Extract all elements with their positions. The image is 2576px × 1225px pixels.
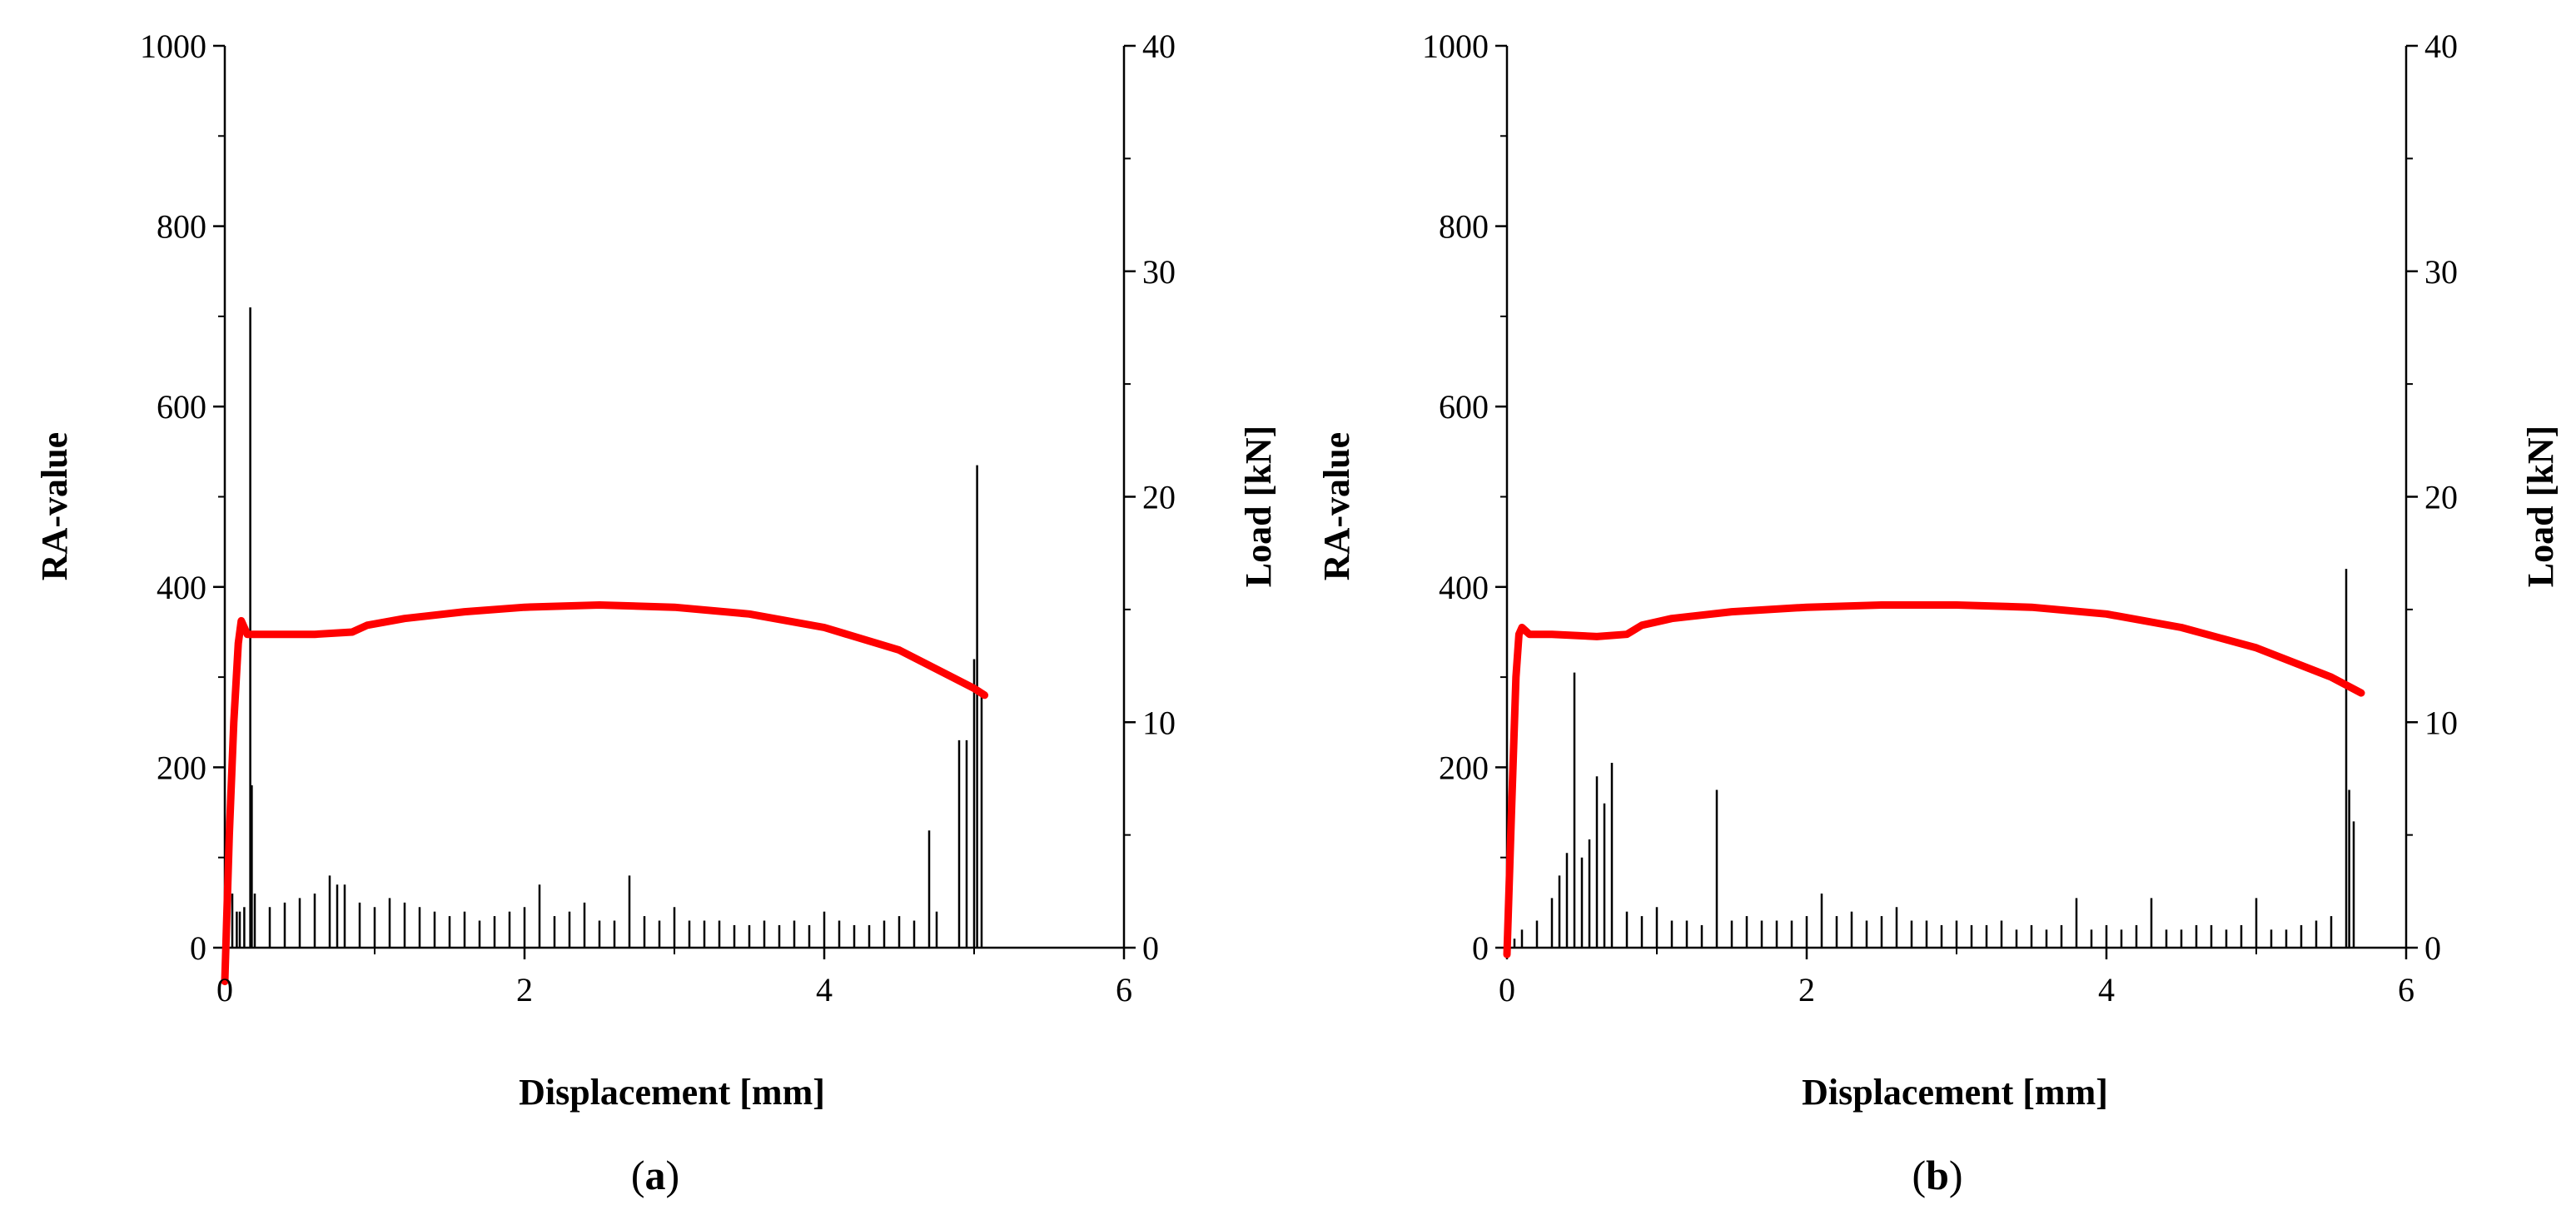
y-left-axis-title: RA-value — [1316, 432, 1357, 580]
y-right-tick-label: 0 — [2424, 929, 2441, 967]
panel-label-close-paren: ) — [1949, 1152, 1963, 1198]
x-tick-label: 2 — [1798, 971, 1815, 1008]
y-left-tick-label: 0 — [1472, 929, 1489, 967]
load-curve-group — [221, 601, 989, 986]
y-right-tick-label: 30 — [2424, 253, 2458, 291]
y-right-tick-label: 0 — [1142, 929, 1159, 967]
y-right-axis-title: Load [kN] — [2520, 426, 2561, 587]
axes — [213, 44, 1136, 959]
panel-label-b: (b) — [1912, 1152, 1962, 1198]
y-left-axis-title: RA-value — [34, 432, 75, 580]
ra-value-spikes — [223, 307, 983, 948]
y-left-tick-label: 400 — [157, 569, 206, 606]
x-tick-label: 4 — [816, 971, 833, 1008]
y-left-tick-label: 400 — [1439, 569, 1489, 606]
panel-label-open-paren: ( — [1912, 1152, 1926, 1198]
panel-label-open-paren: ( — [631, 1152, 645, 1198]
panel-label-letter: a — [645, 1152, 666, 1198]
load-curve — [1503, 601, 2365, 959]
y-right-tick-label: 40 — [2424, 27, 2458, 65]
y-left-tick-label: 1000 — [140, 27, 206, 65]
y-right-tick-label: 10 — [2424, 704, 2458, 741]
y-right-tick-label: 20 — [2424, 479, 2458, 516]
y-left-tick-label: 200 — [157, 749, 206, 786]
y-left-tick-label: 800 — [1439, 208, 1489, 246]
panel-label-close-paren: ) — [666, 1152, 680, 1198]
y-left-tick-label: 600 — [1439, 388, 1489, 426]
x-tick-label: 0 — [1499, 971, 1515, 1008]
load-curve — [221, 601, 989, 986]
y-right-tick-label: 10 — [1142, 704, 1176, 741]
load-curve-group — [1503, 601, 2365, 959]
x-tick-label: 6 — [2398, 971, 2414, 1008]
x-tick-label: 4 — [2098, 971, 2115, 1008]
y-left-tick-label: 1000 — [1422, 27, 1489, 65]
y-right-tick-label: 40 — [1142, 27, 1176, 65]
y-right-tick-label: 20 — [1142, 479, 1176, 516]
ra-value-spikes — [1513, 569, 2355, 948]
y-right-tick-label: 30 — [1142, 253, 1176, 291]
y-left-tick-label: 0 — [190, 929, 206, 967]
axes — [1495, 44, 2418, 959]
y-left-tick-label: 200 — [1439, 749, 1489, 786]
panel-label-a: (a) — [631, 1152, 679, 1198]
x-axis-title: Displacement [mm] — [1802, 1072, 2108, 1113]
y-left-tick-label: 600 — [157, 388, 206, 426]
x-tick-label: 0 — [216, 971, 233, 1008]
y-left-tick-label: 800 — [157, 208, 206, 246]
x-tick-label: 2 — [516, 971, 533, 1008]
x-tick-label: 6 — [1116, 971, 1132, 1008]
y-right-axis-title: Load [kN] — [1238, 426, 1279, 587]
panel-label-letter: b — [1926, 1152, 1949, 1198]
x-axis-title: Displacement [mm] — [519, 1072, 825, 1113]
